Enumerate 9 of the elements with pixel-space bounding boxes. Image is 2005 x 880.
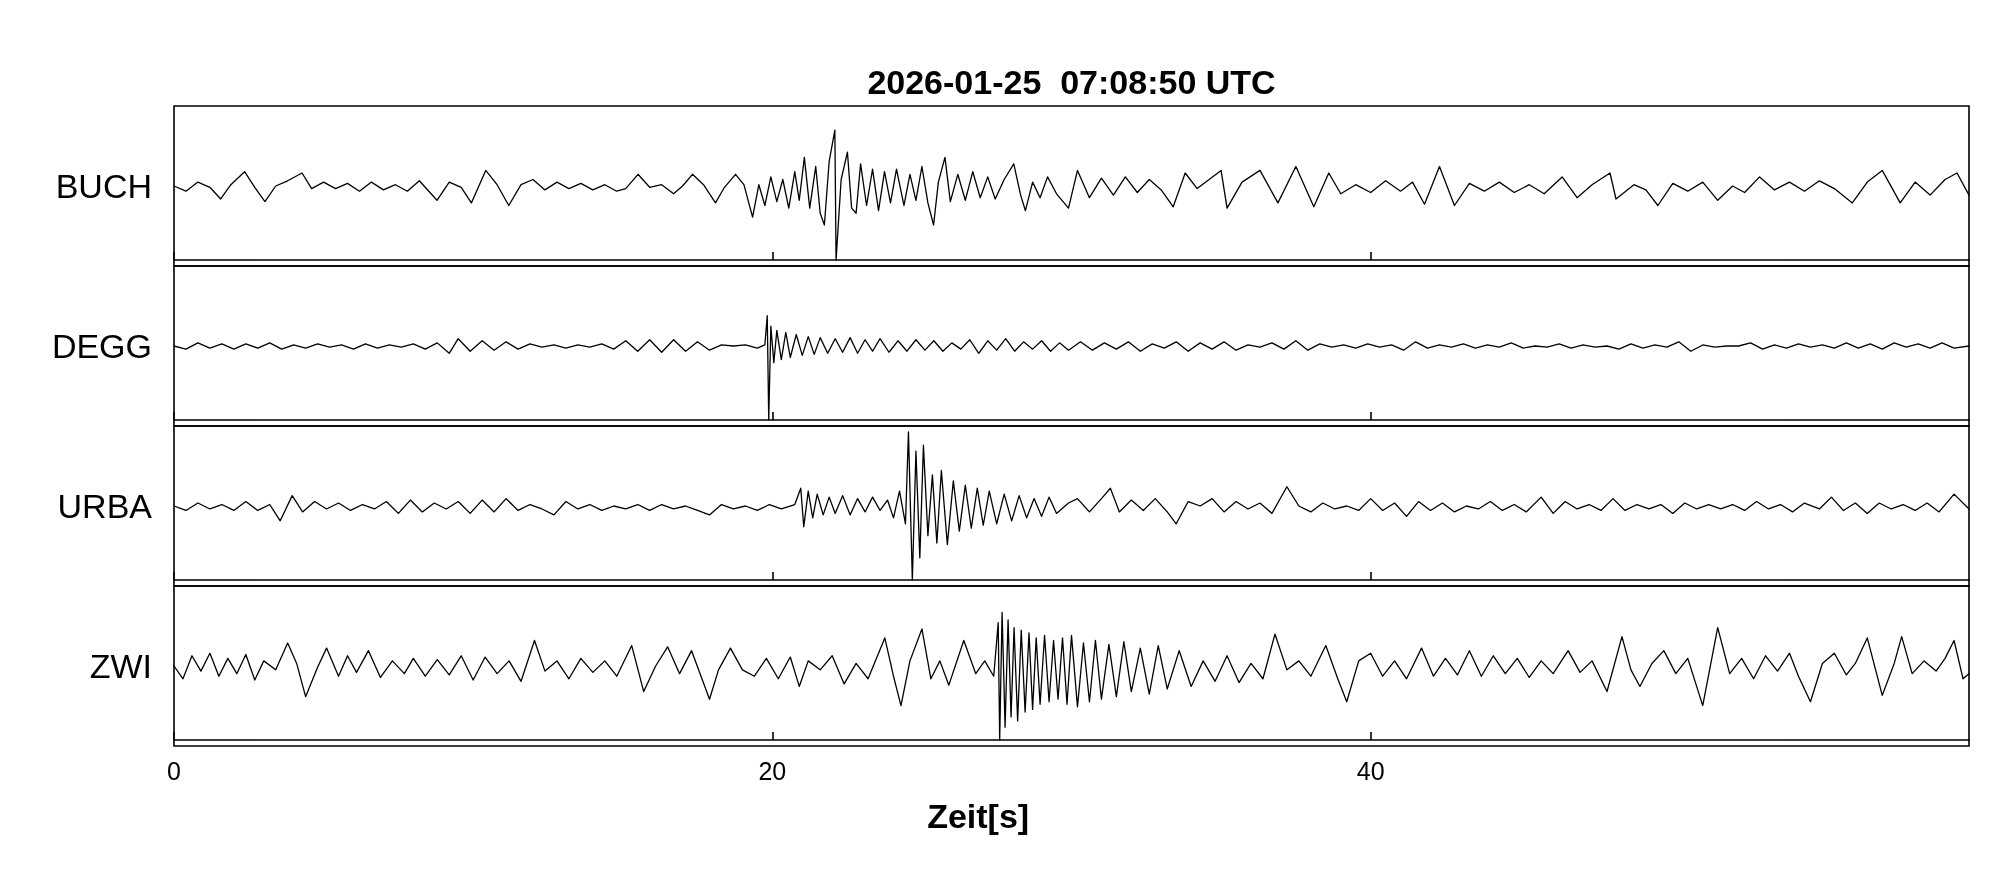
y-axis-title: DEGG [51,327,152,365]
x-tick-label: 40 [1356,756,1385,785]
y-axis-title: BUCH [55,167,152,205]
x-tick-label: 0 [167,756,181,785]
chart-title: 2026-01-25 07:08:50 UTC [867,63,1276,101]
y-axis-title: URBA [57,487,153,525]
x-tick-label: 20 [758,756,787,785]
x-axis-title: Zeit[s] [927,797,1030,835]
y-axis-title: ZWI [89,647,152,685]
